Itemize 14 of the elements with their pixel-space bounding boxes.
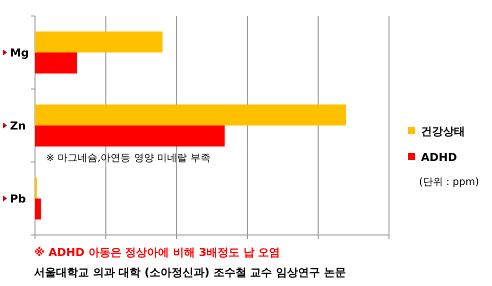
y-tick-label: Zn (10, 120, 26, 132)
text: (단위 : ppm) (419, 177, 480, 188)
text: ※ ADHD 아동은 정상아에 비해 3배정도 납 오염 (34, 246, 280, 259)
legend-label: 건강상태 (421, 125, 465, 138)
annotation: ※ 마그네슘,아연등 영양 미네랄 부족 (46, 153, 210, 164)
bar (35, 104, 346, 126)
y-tick-label: Pb (10, 192, 26, 206)
text: 서울대학교 의과 대학 (소아정신과) 조수철 교수 임상연구 논문 (34, 266, 346, 279)
legend-label: ADHD (421, 151, 457, 164)
bar (35, 32, 163, 52)
bar (35, 198, 41, 220)
bar (35, 126, 225, 146)
y-tick-label: Mg (10, 46, 29, 60)
bar (35, 52, 77, 74)
